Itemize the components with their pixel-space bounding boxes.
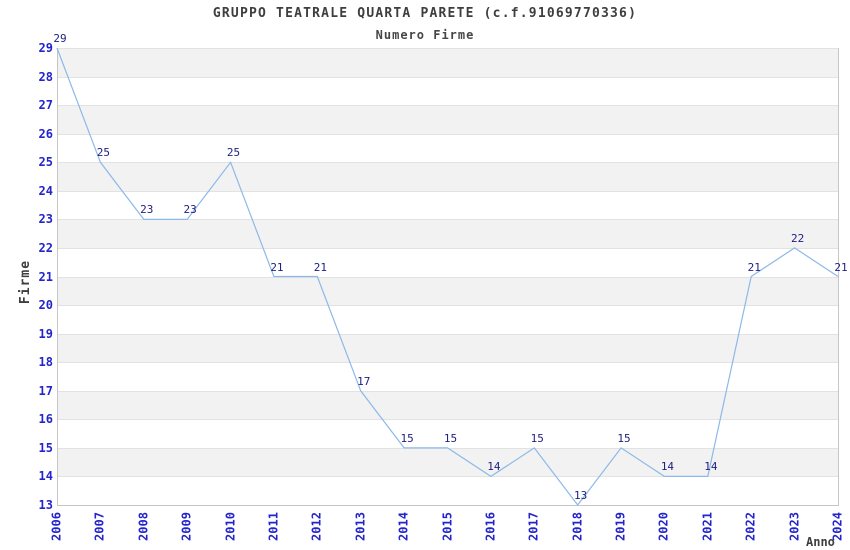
gridline bbox=[57, 476, 838, 478]
data-label: 14 bbox=[660, 460, 675, 474]
gridline bbox=[57, 105, 838, 107]
y-tick-label: 29 bbox=[38, 41, 53, 55]
data-label: 21 bbox=[313, 260, 327, 274]
gridline bbox=[57, 362, 838, 364]
y-axis-title: Firme bbox=[18, 259, 33, 305]
data-label: 15 bbox=[617, 431, 631, 445]
data-label: 23 bbox=[140, 203, 154, 217]
y-tick-label: 13 bbox=[38, 498, 53, 512]
band bbox=[57, 105, 838, 134]
y-tick-label: 18 bbox=[38, 355, 53, 370]
gridline bbox=[57, 219, 838, 221]
band bbox=[57, 162, 838, 191]
y-tick-label: 19 bbox=[38, 326, 53, 341]
y-tick-label: 15 bbox=[38, 440, 53, 455]
y-tick-label: 26 bbox=[38, 126, 53, 141]
gridline bbox=[57, 276, 838, 278]
data-label: 15 bbox=[400, 431, 414, 445]
data-label: 25 bbox=[226, 146, 241, 160]
band bbox=[57, 333, 838, 363]
data-label: 17 bbox=[357, 374, 371, 388]
y-tick-label: 22 bbox=[38, 240, 53, 255]
data-label: 25 bbox=[96, 146, 110, 160]
y-tick-label: 24 bbox=[38, 183, 53, 198]
gridline bbox=[57, 419, 838, 421]
gridline bbox=[57, 305, 838, 307]
data-label: 22 bbox=[790, 231, 805, 245]
right-border-line bbox=[838, 48, 839, 505]
y-axis-line bbox=[57, 48, 58, 505]
band bbox=[57, 390, 838, 420]
data-label: 21 bbox=[834, 260, 848, 274]
gridline bbox=[57, 76, 838, 78]
y-tick-label: 21 bbox=[38, 269, 53, 284]
gridline bbox=[57, 162, 838, 164]
data-label: 14 bbox=[487, 460, 501, 474]
data-label: 29 bbox=[53, 32, 67, 45]
data-label: 21 bbox=[747, 260, 761, 274]
gridline bbox=[57, 390, 838, 392]
band bbox=[57, 48, 838, 77]
y-tick-label: 25 bbox=[38, 155, 53, 170]
y-tick-label: 16 bbox=[38, 412, 53, 427]
band bbox=[57, 447, 838, 477]
x-axis-title: Anno bbox=[806, 535, 835, 549]
y-tick-label: 20 bbox=[38, 298, 53, 313]
x-axis-line bbox=[57, 505, 839, 506]
gridline bbox=[57, 333, 838, 335]
band bbox=[57, 219, 838, 248]
y-tick-label: 27 bbox=[38, 98, 53, 113]
band bbox=[57, 276, 838, 306]
y-tick-label: 23 bbox=[38, 212, 53, 227]
data-label: 15 bbox=[530, 431, 544, 445]
data-label: 23 bbox=[183, 203, 197, 217]
y-tick-label: 17 bbox=[38, 383, 53, 398]
gridline bbox=[57, 190, 838, 192]
chart-subtitle: Numero Firme bbox=[375, 28, 475, 42]
y-tick-label: 14 bbox=[38, 469, 53, 484]
data-label: 13 bbox=[574, 489, 588, 502]
y-tick-label: 28 bbox=[38, 69, 53, 84]
gridline bbox=[57, 247, 838, 249]
gridline bbox=[57, 133, 838, 135]
chart-title: GRUPPO TEATRALE QUARTA PARETE (c.f.91069… bbox=[212, 6, 638, 21]
data-label: 21 bbox=[270, 260, 284, 274]
data-label: 15 bbox=[443, 431, 458, 445]
series-polyline bbox=[56, 47, 839, 506]
gridline bbox=[57, 48, 838, 49]
data-label: 14 bbox=[704, 460, 718, 474]
